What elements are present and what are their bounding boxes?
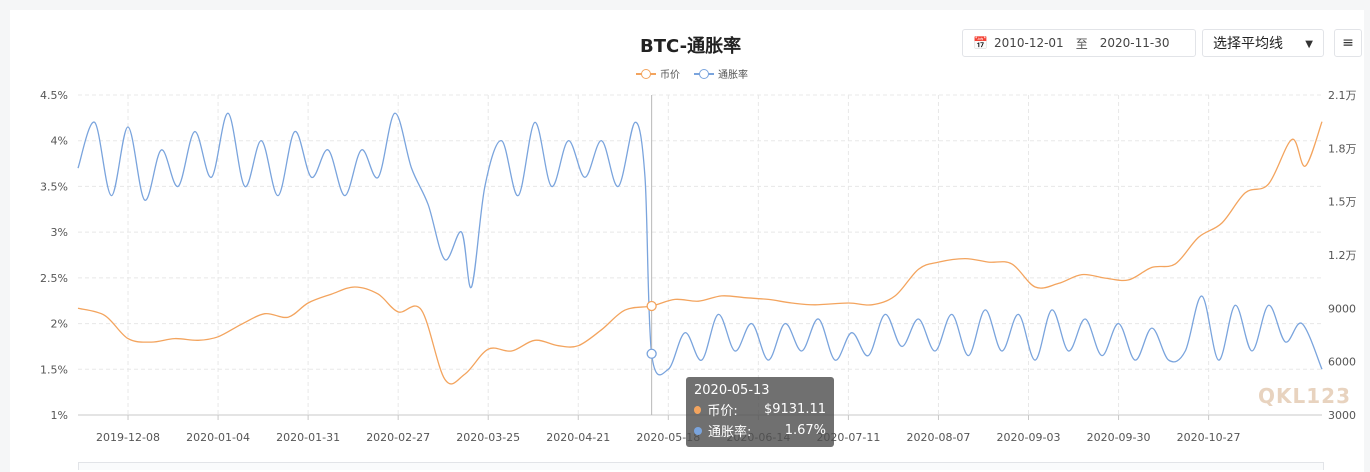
y-left-tick-label: 3% [51,226,68,239]
legend-item-price[interactable]: 币价 [636,66,680,81]
series-rate-line [77,112,1323,376]
y-left-tick-label: 2.5% [40,272,68,285]
legend-label-price: 币价 [660,70,680,81]
legend-label-rate: 通胀率 [718,70,748,81]
tooltip-date: 2020-05-13 [694,383,770,398]
x-tick-label: 2020-01-04 [186,431,250,444]
x-tick-label: 2020-01-31 [276,431,340,444]
hover-point-price [646,300,657,312]
x-tick-label: 2020-02-27 [366,431,430,444]
y-left-tick-label: 4.5% [40,89,68,102]
date-end[interactable]: 2020-11-30 [1099,36,1170,50]
legend-item-rate[interactable]: 通胀率 [694,66,748,81]
tooltip-dot-rate [694,426,702,435]
x-tick-label: 2020-09-30 [1087,431,1151,444]
moving-average-select[interactable]: 选择平均线 ▼ [1202,29,1324,57]
y-left-tick-label: 1.5% [40,363,68,376]
tooltip: 2020-05-13 币价: $9131.11 通胀率: 1.67% [686,377,834,447]
y-right-tick-label: 1.8万 [1328,142,1357,155]
y-left-tick-label: 4% [51,135,68,148]
tooltip-row-rate: 通胀率: 1.67% [694,421,826,440]
y-right-tick-label: 1.5万 [1328,196,1357,209]
y-right-tick-label: 2.1万 [1328,89,1357,102]
y-right-tick-label: 3000 [1328,409,1356,422]
x-tick-label: 2020-09-03 [997,431,1061,444]
zoom-slider-track[interactable] [78,462,1324,470]
legend: 币价 通胀率 [636,66,748,81]
tooltip-value-rate: 1.67% [784,423,826,438]
tooltip-label-price: 币价: [707,404,738,419]
y-left-tick-label: 2% [51,318,68,331]
tooltip-label-rate: 通胀率: [708,425,752,440]
moving-average-select-value: 选择平均线 [1213,36,1283,52]
watermark-logo: QKL123 [1258,384,1351,408]
chevron-down-icon: ▼ [1305,39,1313,50]
x-tick-label: 2020-10-27 [1177,431,1241,444]
date-start[interactable]: 2010-12-01 [993,36,1064,50]
x-tick-label: 2020-03-25 [456,431,520,444]
y-right-tick-label: 9000 [1328,302,1356,315]
hover-point-rate [646,348,657,359]
x-tick-label: 2019-12-08 [96,431,160,444]
y-right-tick-label: 6000 [1328,356,1356,369]
y-left-tick-label: 3.5% [40,180,68,193]
series-price-line [77,121,1323,385]
legend-marker-rate [694,68,714,79]
date-range-picker[interactable]: 📅 2010-12-01 至 2020-11-30 [962,29,1196,57]
x-tick-label: 2020-05-18 [636,431,700,444]
x-tick-label: 2020-04-21 [546,431,610,444]
calendar-icon: 📅 [973,36,988,50]
tooltip-value-price: $9131.11 [763,402,826,417]
chart-title: BTC-通胀率 [640,36,742,57]
tooltip-dot-price [694,405,702,414]
y-left-tick-label: 1% [51,409,68,422]
date-separator: 至 [1075,36,1088,51]
legend-marker-price [636,68,656,79]
hamburger-menu-icon[interactable]: ≡ [1334,29,1362,57]
tooltip-row-price: 币价: $9131.11 [694,400,826,419]
x-tick-label: 2020-08-07 [906,431,970,444]
y-right-tick-label: 1.2万 [1328,249,1357,262]
